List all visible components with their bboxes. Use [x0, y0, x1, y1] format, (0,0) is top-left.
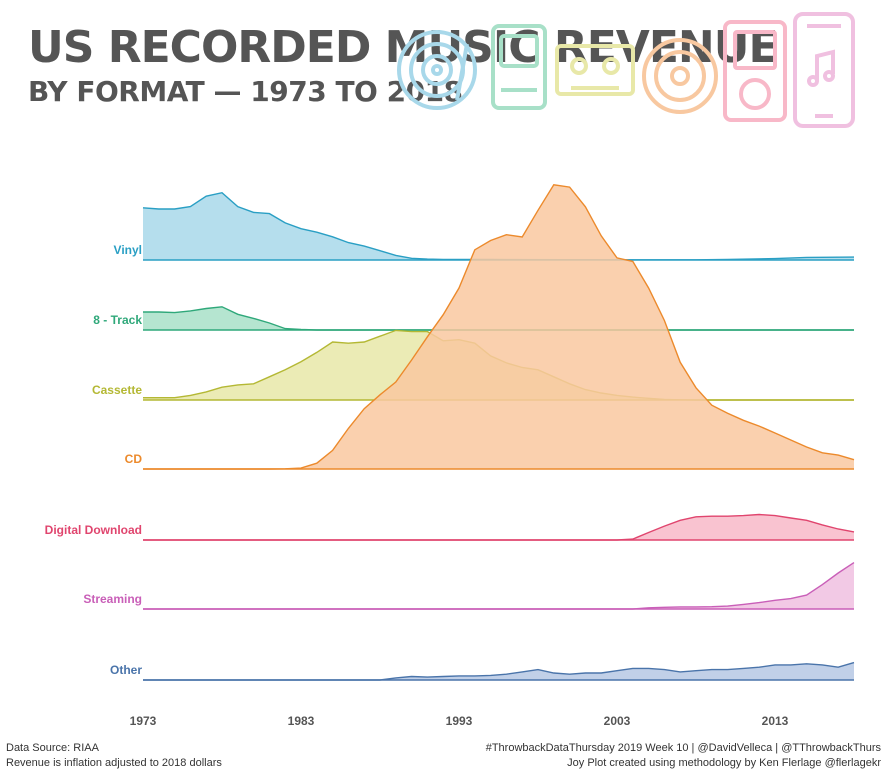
vinyl-record-icon	[397, 30, 477, 110]
x-tick-label: 2013	[762, 714, 789, 728]
format-icons	[397, 12, 855, 128]
series-other: Other	[110, 661, 855, 681]
series-area	[143, 192, 854, 260]
footer-left: Data Source: RIAA Revenue is inflation a…	[6, 741, 222, 771]
series-cd: CD	[125, 184, 855, 470]
title-block: US RECORDED MUSIC REVENUE BY FORMAT — 19…	[28, 22, 779, 122]
8-track-cartridge-icon	[491, 24, 547, 110]
series-area	[143, 306, 854, 330]
series-label: 8 - Track	[93, 313, 142, 327]
series-line	[143, 562, 855, 610]
x-axis: 1973 1983 1993 2003 2013	[130, 714, 789, 728]
x-tick-label: 1973	[130, 714, 157, 728]
series-line	[143, 513, 855, 541]
series-line	[143, 184, 855, 470]
series-label: CD	[125, 452, 143, 466]
series-label: Streaming	[83, 592, 142, 606]
compact-disc-icon	[642, 38, 718, 114]
series-label: Cassette	[92, 383, 142, 397]
x-tick-label: 2003	[604, 714, 631, 728]
series-area	[143, 562, 854, 609]
footer-right: #ThrowbackDataThursday 2019 Week 10 | @D…	[486, 741, 881, 771]
data-source: Data Source: RIAA	[6, 742, 99, 754]
cassette-tape-icon	[555, 44, 635, 96]
series-area	[143, 514, 854, 540]
inflation-note: Revenue is inflation adjusted to 2018 do…	[6, 757, 222, 769]
series-line	[143, 661, 855, 681]
series-area	[143, 184, 854, 470]
x-tick-label: 1993	[446, 714, 473, 728]
credit-line-2: Joy Plot created using methodology by Ke…	[567, 757, 881, 769]
series-digital-download: Digital Download	[45, 513, 855, 541]
series-area	[143, 662, 854, 680]
series-label: Vinyl	[114, 243, 142, 257]
smartphone-music-icon	[793, 12, 855, 128]
series-streaming: Streaming	[83, 562, 855, 610]
digital-music-player-icon	[723, 20, 787, 122]
chart-subtitle: BY FORMAT — 1973 TO 2018	[28, 75, 463, 108]
x-tick-label: 1983	[288, 714, 315, 728]
chart-title: US RECORDED MUSIC REVENUE	[28, 22, 779, 73]
series-label: Digital Download	[45, 523, 142, 537]
series-label: Other	[110, 663, 142, 677]
credit-line-1: #ThrowbackDataThursday 2019 Week 10 | @D…	[485, 742, 881, 754]
